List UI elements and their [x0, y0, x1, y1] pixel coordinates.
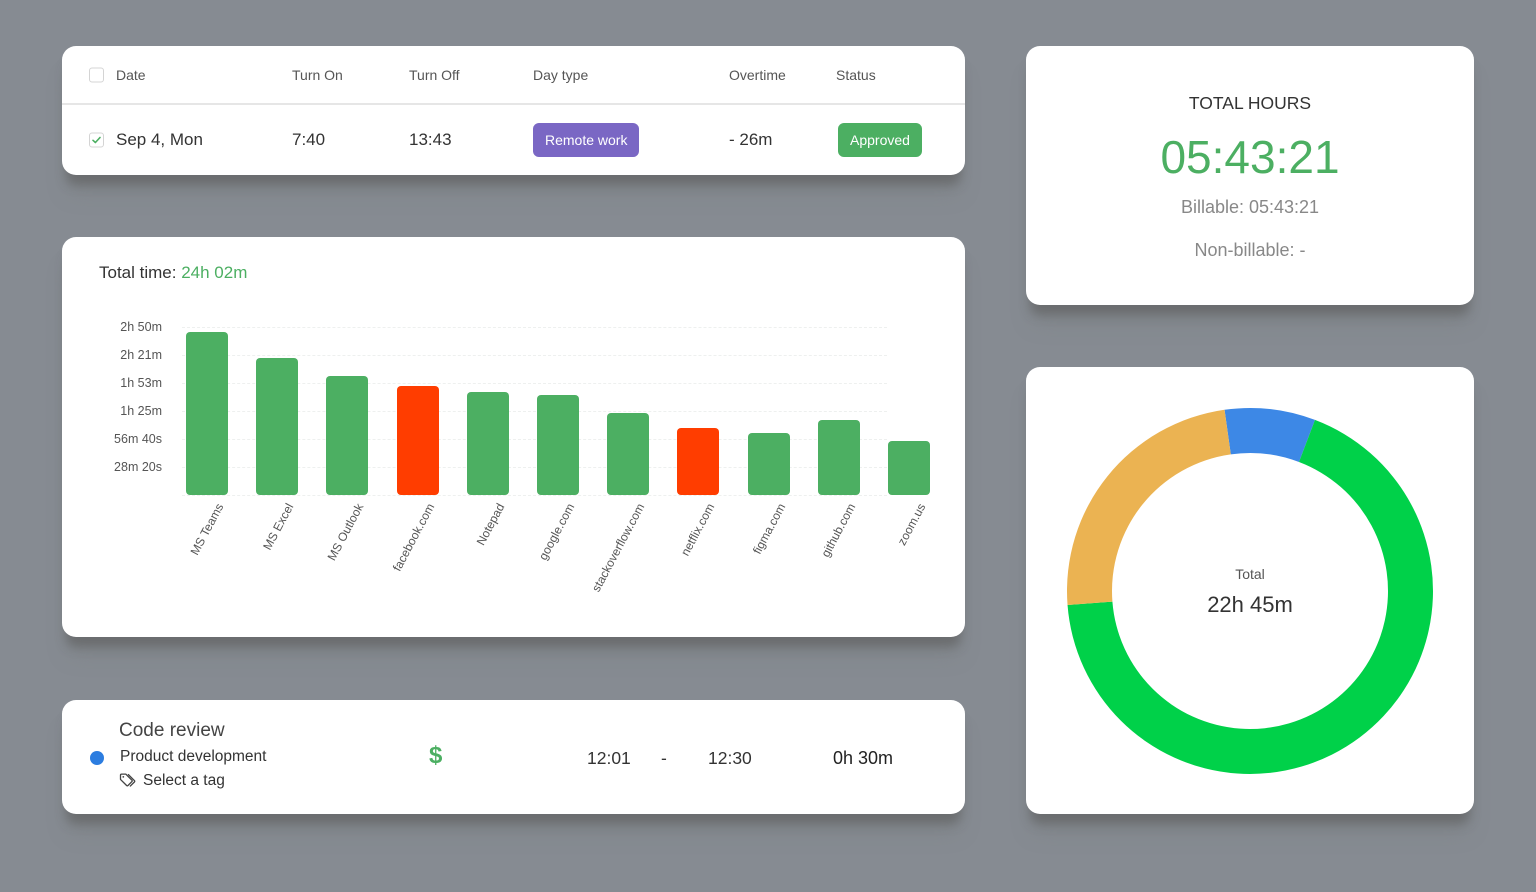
start-time[interactable]: 12:01 — [587, 748, 631, 768]
column-header-date[interactable]: Date — [116, 66, 146, 83]
gridline — [182, 438, 887, 440]
timesheet-card: Date Turn On Turn Off Day type Overtime … — [62, 46, 965, 175]
project-color-dot — [90, 751, 104, 765]
bar-notepad[interactable] — [466, 392, 509, 495]
status-label: Approved — [838, 123, 922, 157]
gridline — [182, 467, 887, 468]
bar-ms-teams[interactable] — [186, 331, 228, 495]
end-time[interactable]: 12:30 — [708, 748, 752, 768]
activity-chart-card: Total time: 24h 02m 28m 20s 56m 40s 1h 25m… — [62, 237, 965, 637]
donut-chart — [1067, 408, 1433, 774]
day-type-badge[interactable]: Remote work — [533, 123, 640, 157]
column-header-turn-off[interactable]: Turn Off — [409, 66, 460, 83]
non-billable-hours: Non-billable: - — [1194, 240, 1306, 260]
status-badge[interactable]: Approved — [838, 123, 922, 157]
x-axis-tick-label: github.com — [818, 501, 859, 560]
turn-off-value: 13:43 — [409, 130, 452, 149]
gridline — [182, 411, 887, 412]
x-axis-tick-label: figma.com — [749, 501, 788, 557]
table-row[interactable]: Sep 4, Mon 7:40 13:43 Remote work - 26m … — [62, 105, 965, 175]
gridline — [182, 383, 887, 384]
x-axis-tick-label: zoom.us — [894, 501, 929, 548]
y-axis-tick-label: 2h 50m — [120, 320, 162, 334]
total-hours-value: 05:43:21 — [1160, 131, 1340, 183]
row-checkbox[interactable] — [89, 132, 104, 148]
time-entry-card[interactable]: Code review Product development Select a… — [62, 700, 965, 814]
bar-google-com[interactable] — [537, 395, 579, 495]
timesheet-header-row: Date Turn On Turn Off Day type Overtime … — [62, 46, 965, 105]
time-separator: - — [661, 748, 667, 768]
check-icon — [92, 136, 101, 144]
chart-total-value: 24h 02m — [181, 263, 248, 282]
chart-total-label: Total time: — [99, 263, 177, 282]
date-link[interactable]: Sep 4, Mon — [116, 130, 203, 149]
donut-chart-card: Total 22h 45m — [1026, 367, 1474, 814]
total-hours-card: TOTAL HOURS 05:43:21 Billable: 05:43:21 … — [1026, 46, 1474, 305]
donut-slice[interactable] — [1224, 408, 1315, 462]
task-title[interactable]: Code review — [119, 720, 225, 741]
bar-zoom-us[interactable] — [888, 440, 930, 495]
chart-total-time: Total time: 24h 02m — [99, 263, 247, 283]
duration: 0h 30m — [833, 748, 894, 768]
column-header-overtime[interactable]: Overtime — [729, 66, 786, 83]
project-name[interactable]: Product development — [120, 748, 267, 765]
overtime-value: - 26m — [729, 130, 773, 149]
bar-github-com[interactable] — [817, 419, 860, 495]
baseline — [182, 495, 887, 496]
billable-hours: Billable: 05:43:21 — [1180, 197, 1320, 217]
y-axis-tick-label: 28m 20s — [114, 460, 162, 474]
donut-center-label: Total — [1235, 566, 1265, 582]
bar-ms-outlook[interactable] — [326, 376, 369, 495]
bar-facebook-com[interactable] — [396, 386, 439, 495]
turn-on-value: 7:40 — [292, 130, 326, 149]
bar-ms-excel[interactable] — [256, 357, 299, 495]
select-tag-button[interactable]: Select a tag — [119, 772, 225, 790]
x-axis-tick-label: Notepad — [473, 501, 508, 548]
column-header-turn-on[interactable]: Turn On — [292, 66, 343, 83]
total-hours-title: TOTAL HOURS — [1188, 93, 1312, 113]
x-axis-tick-label: facebook.com — [389, 501, 437, 574]
donut-slice[interactable] — [1067, 409, 1231, 606]
x-axis-tick-label: MS Excel — [260, 501, 297, 553]
gridline — [182, 354, 887, 356]
tag-icon — [119, 773, 136, 787]
x-axis-tick-label: google.com — [535, 501, 578, 563]
y-axis-tick-label: 2h 21m — [120, 347, 162, 362]
select-tag-label: Select a tag — [143, 772, 225, 789]
bar-stackoverflow-com[interactable] — [607, 412, 650, 495]
donut-center-value: 22h 45m — [1207, 592, 1293, 617]
dollar-icon[interactable]: $ — [429, 742, 443, 769]
column-header-day-type[interactable]: Day type — [533, 66, 589, 83]
y-axis-tick-label: 56m 40s — [114, 431, 162, 446]
bar-figma-com[interactable] — [747, 432, 790, 495]
bar-netflix-com[interactable] — [677, 427, 720, 495]
select-all-checkbox[interactable] — [89, 67, 104, 82]
x-axis-tick-label: netflix.com — [678, 501, 718, 559]
day-type-label: Remote work — [533, 123, 640, 157]
column-header-status[interactable]: Status — [836, 66, 876, 83]
y-axis-tick-label: 1h 53m — [120, 376, 162, 390]
gridline — [182, 327, 887, 328]
x-axis-tick-label: stackoverflow.com — [589, 501, 648, 595]
x-axis-tick-label: MS Outlook — [324, 501, 367, 563]
x-axis-tick-label: MS Teams — [187, 501, 227, 558]
y-axis-tick-label: 1h 25m — [120, 404, 162, 418]
